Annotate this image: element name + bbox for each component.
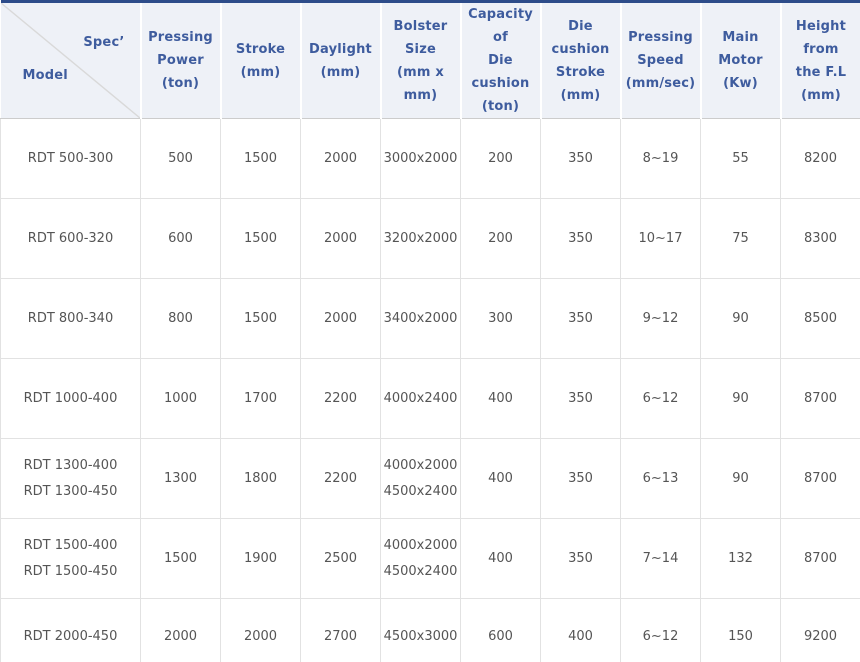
table-cell: 6~12 — [620, 598, 701, 662]
corner-cell: Spec’ Model — [0, 0, 142, 119]
col-header-bolster-size: Bolster Size (mm x mm) — [379, 0, 462, 119]
table-cell: 6~12 — [620, 358, 701, 439]
table-cell: 2000 — [140, 598, 221, 662]
table-cell: 600 — [140, 198, 221, 279]
col-header-main-motor: Main Motor (Kw) — [699, 0, 782, 119]
table-cell: 9200 — [780, 598, 860, 662]
table-cell: 90 — [700, 278, 781, 359]
table-cell: 1300 — [140, 438, 221, 519]
table-row: RDT 500-300 500 1500 2000 3000x2000 200 … — [0, 118, 860, 199]
table-cell: 3200x2000 — [380, 198, 461, 279]
table-cell: 8700 — [780, 518, 860, 599]
table-cell: 1900 — [220, 518, 301, 599]
table-cell: 1500 — [220, 118, 301, 199]
model-cell: RDT 2000-450 — [0, 598, 141, 662]
table-cell: 8300 — [780, 198, 860, 279]
model-cell: RDT 1300-400 RDT 1300-450 — [0, 438, 141, 519]
table-cell: 500 — [140, 118, 221, 199]
table-cell: 400 — [460, 518, 541, 599]
table-row: RDT 1300-400 RDT 1300-450 1300 1800 2200… — [0, 438, 860, 519]
table-cell: 55 — [700, 118, 781, 199]
table-cell: 8500 — [780, 278, 860, 359]
table-cell: 1500 — [220, 198, 301, 279]
table-row: RDT 1500-400 RDT 1500-450 1500 1900 2500… — [0, 518, 860, 599]
table-cell: 200 — [460, 198, 541, 279]
table-cell: 8200 — [780, 118, 860, 199]
table-cell: 1800 — [220, 438, 301, 519]
col-header-daylight: Daylight (mm) — [299, 0, 382, 119]
col-header-die-cushion-capacity: Capacity of Die cushion (ton) — [459, 0, 542, 119]
table-cell: 350 — [540, 438, 621, 519]
table-cell: 2000 — [220, 598, 301, 662]
table-row: RDT 2000-450 2000 2000 2700 4500x3000 60… — [0, 598, 860, 662]
table-cell: 350 — [540, 358, 621, 439]
table-cell: 1500 — [140, 518, 221, 599]
table-cell: 4000x2000 4500x2400 — [380, 518, 461, 599]
table-row: RDT 600-320 600 1500 2000 3200x2000 200 … — [0, 198, 860, 279]
col-header-pressing-power: Pressing Power (ton) — [139, 0, 222, 119]
table-cell: 2500 — [300, 518, 381, 599]
corner-model-label: Model — [22, 68, 68, 83]
table-cell: 90 — [700, 438, 781, 519]
table-cell: 350 — [540, 118, 621, 199]
table-cell: 1700 — [220, 358, 301, 439]
table-cell: 150 — [700, 598, 781, 662]
model-cell: RDT 1500-400 RDT 1500-450 — [0, 518, 141, 599]
model-cell: RDT 1000-400 — [0, 358, 141, 439]
table-cell: 4000x2000 4500x2400 — [380, 438, 461, 519]
col-header-height-from-fl: Height from the F.L (mm) — [779, 0, 860, 119]
model-cell: RDT 600-320 — [0, 198, 141, 279]
table-cell: 800 — [140, 278, 221, 359]
table-cell: 1000 — [140, 358, 221, 439]
table-cell: 7~14 — [620, 518, 701, 599]
table-cell: 6~13 — [620, 438, 701, 519]
table-cell: 75 — [700, 198, 781, 279]
table-cell: 3000x2000 — [380, 118, 461, 199]
table-cell: 8700 — [780, 438, 860, 519]
table-cell: 600 — [460, 598, 541, 662]
table-cell: 2000 — [300, 198, 381, 279]
table-cell: 350 — [540, 198, 621, 279]
table-cell: 8700 — [780, 358, 860, 439]
col-header-die-cushion-stroke: Die cushion Stroke (mm) — [539, 0, 622, 119]
col-header-stroke: Stroke (mm) — [219, 0, 302, 119]
table-cell: 1500 — [220, 278, 301, 359]
table-cell: 400 — [460, 438, 541, 519]
table-cell: 200 — [460, 118, 541, 199]
table-cell: 4000x2400 — [380, 358, 461, 439]
table-cell: 400 — [540, 598, 621, 662]
table-row: RDT 1000-400 1000 1700 2200 4000x2400 40… — [0, 358, 860, 439]
model-cell: RDT 500-300 — [0, 118, 141, 199]
table-cell: 4500x3000 — [380, 598, 461, 662]
table-cell: 90 — [700, 358, 781, 439]
corner-spec-label: Spec’ — [83, 35, 125, 50]
header-row: Spec’ Model Pressing Power (ton) Stroke … — [0, 0, 860, 119]
table-cell: 2700 — [300, 598, 381, 662]
table-row: RDT 800-340 800 1500 2000 3400x2000 300 … — [0, 278, 860, 359]
table-cell: 350 — [540, 278, 621, 359]
table-cell: 2200 — [300, 438, 381, 519]
table-cell: 350 — [540, 518, 621, 599]
table-cell: 10~17 — [620, 198, 701, 279]
model-cell: RDT 800-340 — [0, 278, 141, 359]
diagonal-divider-line — [0, 3, 140, 118]
col-header-pressing-speed: Pressing Speed (mm/sec) — [619, 0, 702, 119]
table-cell: 9~12 — [620, 278, 701, 359]
table-cell: 2200 — [300, 358, 381, 439]
table-cell: 132 — [700, 518, 781, 599]
table-cell: 3400x2000 — [380, 278, 461, 359]
table-cell: 2000 — [300, 278, 381, 359]
table-cell: 8~19 — [620, 118, 701, 199]
table-cell: 2000 — [300, 118, 381, 199]
table-cell: 300 — [460, 278, 541, 359]
table-cell: 400 — [460, 358, 541, 439]
